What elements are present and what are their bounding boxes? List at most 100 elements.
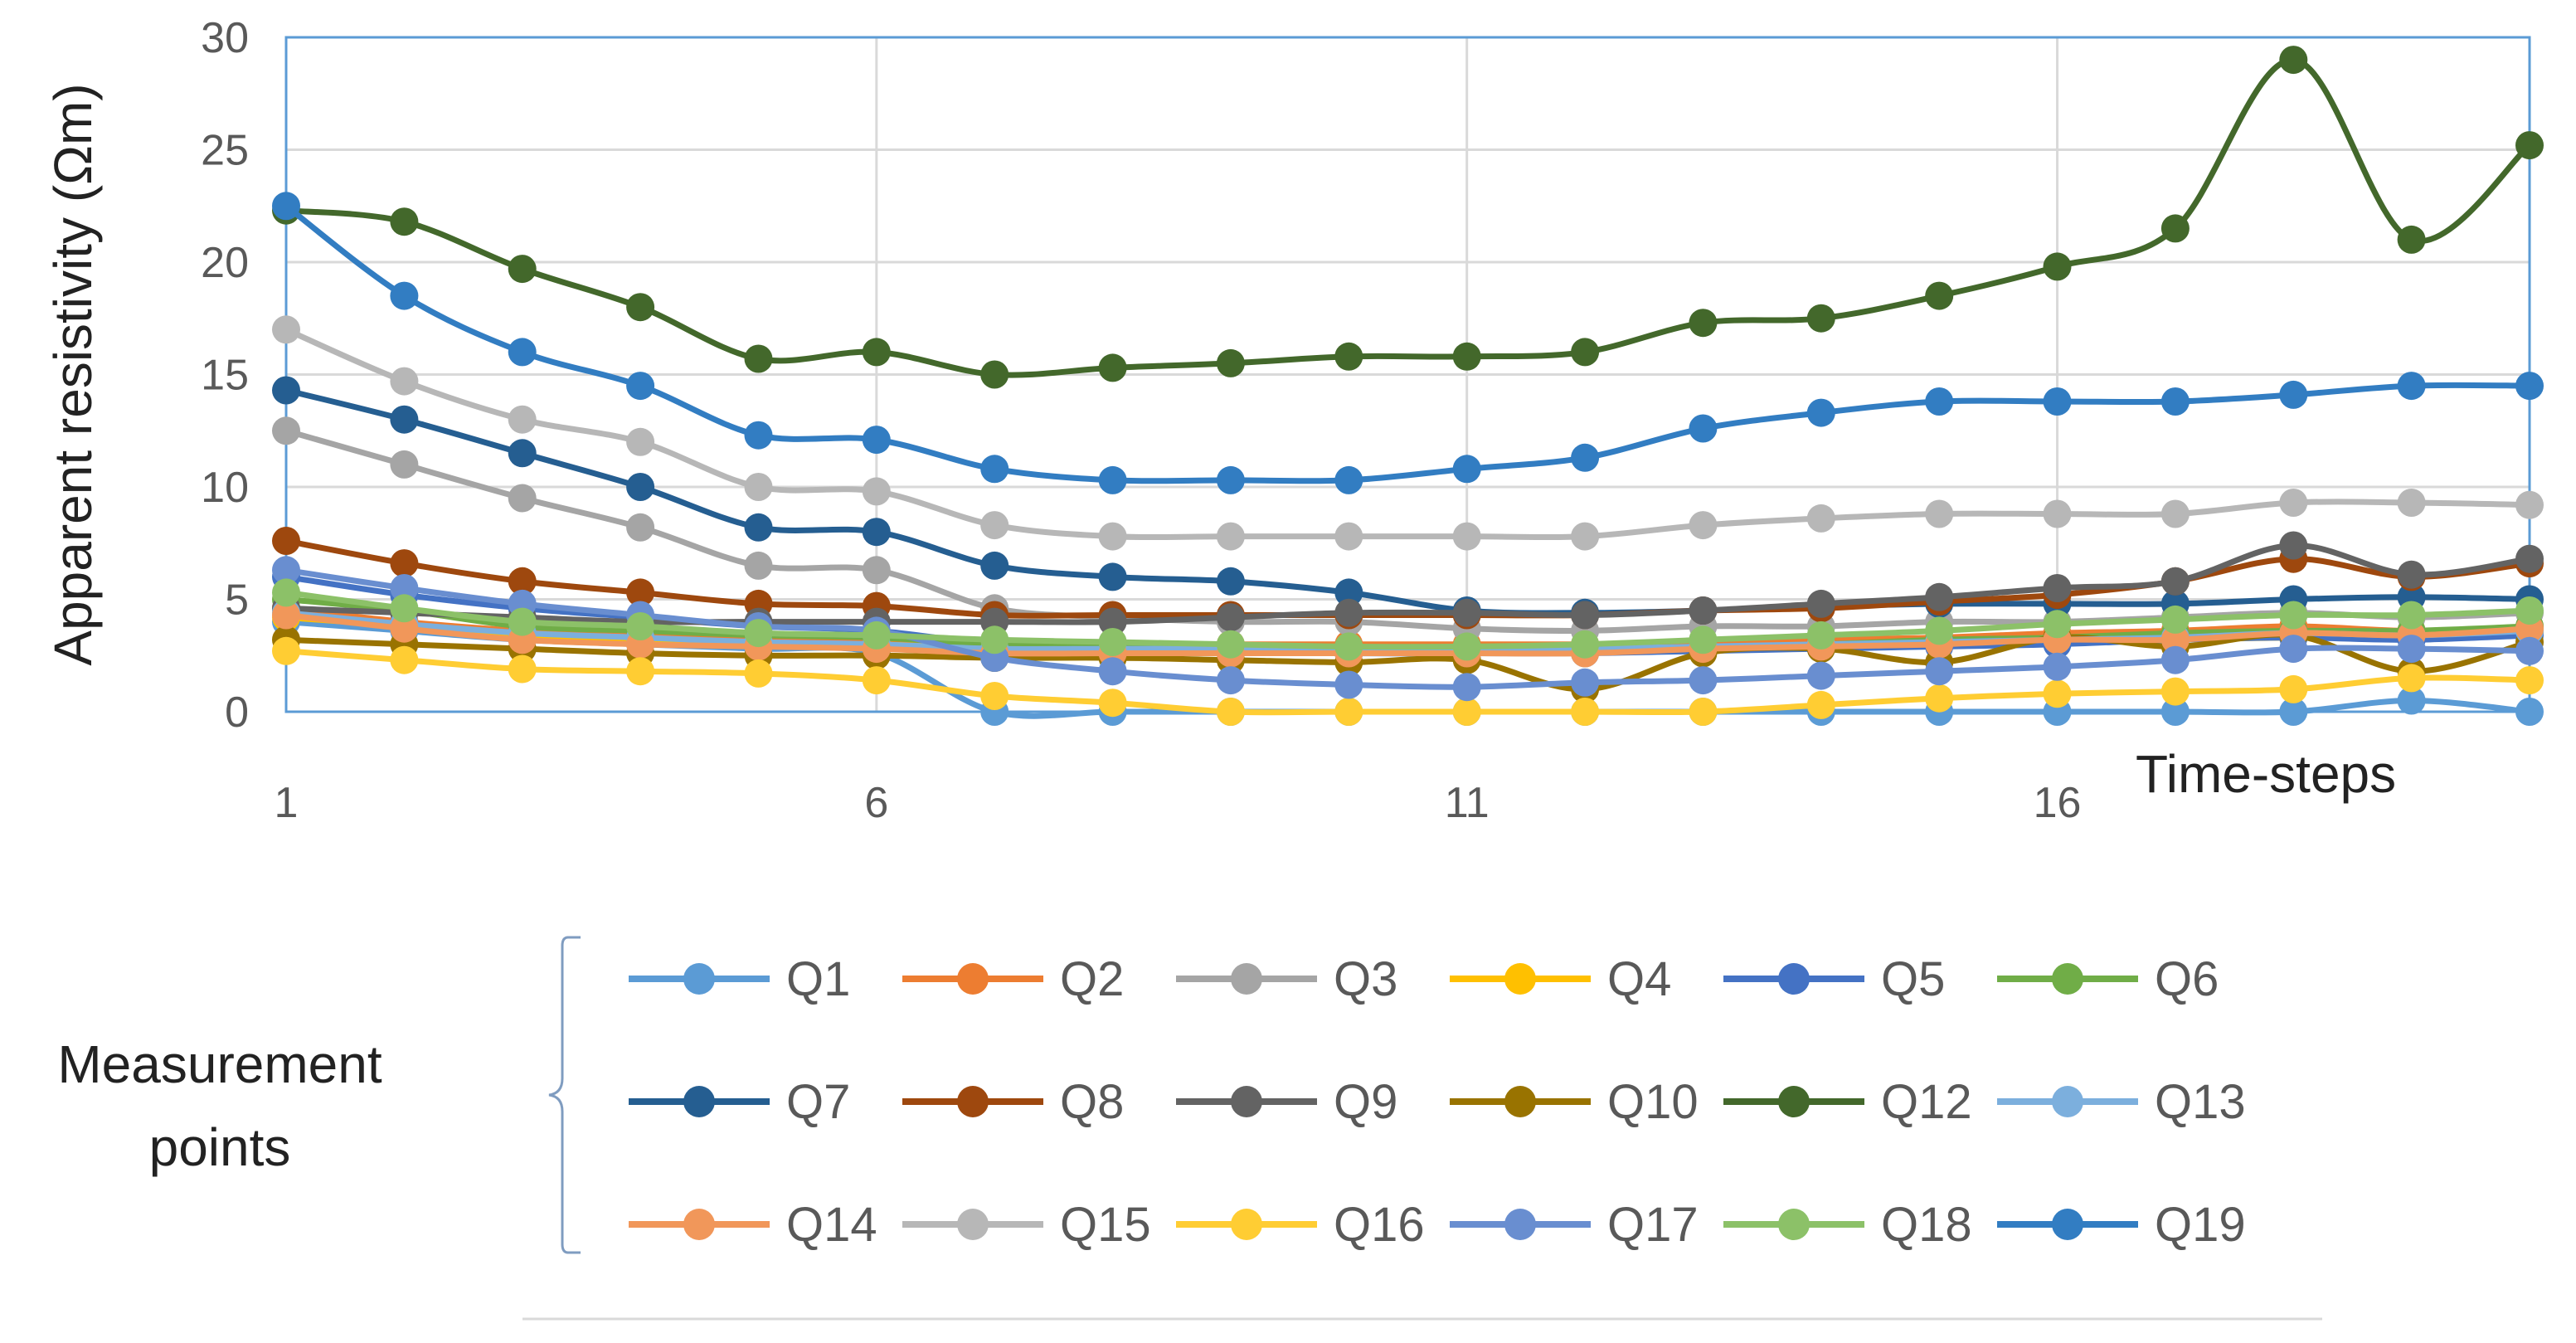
- data-point-q9: [1571, 601, 1600, 630]
- legend-item-q14: Q14: [629, 1198, 877, 1252]
- series-q16: [272, 636, 2544, 726]
- series-q15: [272, 315, 2544, 551]
- y-tick-label: 25: [201, 127, 249, 175]
- legend-label: Q14: [786, 1198, 877, 1252]
- x-axis-tick-labels: 1 6 11 16: [275, 779, 2082, 827]
- legend-swatch-marker: [1231, 1209, 1262, 1240]
- data-point-q17: [1334, 670, 1363, 699]
- legend-label: Q17: [1607, 1198, 1699, 1252]
- data-point-q19: [980, 455, 1009, 484]
- data-point-q16: [508, 654, 537, 684]
- data-point-q16: [1925, 684, 1954, 713]
- data-point-q9: [1334, 598, 1363, 627]
- data-point-q16: [1571, 698, 1600, 726]
- data-point-q7: [1216, 567, 1245, 596]
- legend-label: Q3: [1334, 952, 1397, 1006]
- data-point-q19: [1689, 414, 1718, 443]
- data-point-q19: [1216, 465, 1245, 494]
- legend-swatch-marker: [1778, 1086, 1810, 1117]
- x-tick-label: 11: [1445, 779, 1490, 827]
- data-point-q15: [390, 367, 419, 396]
- legend-item-q3: Q3: [1176, 952, 1397, 1006]
- data-point-q18: [1334, 632, 1363, 661]
- data-point-q16: [2515, 666, 2544, 695]
- data-point-q18: [2515, 596, 2544, 625]
- data-point-q16: [862, 666, 891, 695]
- data-point-q17: [1571, 668, 1600, 697]
- data-point-q1: [2160, 698, 2190, 726]
- data-point-q19: [390, 281, 419, 310]
- data-point-q19: [2397, 372, 2426, 401]
- legend-swatch-marker: [957, 963, 989, 995]
- data-point-q8: [508, 567, 537, 596]
- data-point-q15: [2397, 489, 2426, 517]
- data-point-q18: [1098, 628, 1127, 656]
- data-point-q17: [2279, 635, 2308, 664]
- legend-swatch-marker: [1504, 963, 1536, 995]
- data-point-q9: [1806, 589, 1835, 618]
- data-point-q16: [1098, 689, 1127, 718]
- legend-label: Q12: [1881, 1075, 1972, 1129]
- data-point-q12: [1571, 338, 1600, 367]
- data-point-q7: [1098, 562, 1127, 591]
- data-point-q15: [1216, 522, 1245, 551]
- legend-label: Q16: [1334, 1198, 1425, 1252]
- data-point-q18: [390, 594, 419, 623]
- data-point-q7: [272, 376, 300, 405]
- data-point-q19: [862, 426, 891, 455]
- data-point-q12: [626, 293, 655, 322]
- data-point-q19: [508, 338, 537, 367]
- data-point-q9: [1098, 607, 1127, 636]
- legend-item-q7: Q7: [629, 1075, 850, 1129]
- data-point-q9: [2515, 544, 2544, 573]
- data-point-q17: [2515, 636, 2544, 665]
- legend-item-q16: Q16: [1176, 1198, 1425, 1252]
- data-point-q8: [390, 549, 419, 578]
- data-point-q16: [272, 636, 300, 665]
- data-point-q17: [1452, 673, 1481, 702]
- data-point-q12: [390, 207, 419, 236]
- data-point-q12: [1216, 348, 1245, 377]
- data-point-q12: [2279, 46, 2308, 75]
- legend-swatch-marker: [2052, 1209, 2083, 1240]
- data-point-q8: [626, 578, 655, 607]
- legend-swatch-marker: [957, 1086, 989, 1117]
- data-point-q15: [508, 405, 537, 434]
- legend-swatch-marker: [1231, 1086, 1262, 1117]
- data-point-q12: [2397, 225, 2426, 254]
- legend-swatch-marker: [1504, 1209, 1536, 1240]
- data-point-q18: [272, 578, 300, 607]
- legend-label: Q2: [1060, 952, 1124, 1006]
- data-point-q3: [862, 556, 891, 585]
- legend-swatch-marker: [683, 1209, 715, 1240]
- data-point-q12: [1334, 342, 1363, 371]
- data-point-q7: [390, 405, 419, 434]
- legend-swatch-marker: [957, 1209, 989, 1240]
- legend-swatch-marker: [1504, 1086, 1536, 1117]
- data-point-q15: [744, 473, 773, 501]
- data-point-q12: [2160, 214, 2190, 243]
- x-tick-label: 16: [2034, 779, 2082, 827]
- data-point-q19: [744, 421, 773, 450]
- data-point-q18: [1452, 632, 1481, 661]
- legend-item-q12: Q12: [1723, 1075, 1972, 1129]
- legend-label: Q9: [1334, 1075, 1397, 1129]
- legend-item-q5: Q5: [1723, 952, 1945, 1006]
- data-point-q16: [2160, 677, 2190, 706]
- legend-label: Q15: [1060, 1198, 1151, 1252]
- data-point-q18: [1806, 620, 1835, 650]
- y-tick-label: 10: [201, 464, 249, 512]
- data-point-q17: [2043, 652, 2072, 681]
- data-point-q12: [1452, 342, 1481, 371]
- data-point-q17: [1216, 666, 1245, 695]
- legend-item-q10: Q10: [1450, 1075, 1699, 1129]
- legend-item-q4: Q4: [1450, 952, 1671, 1006]
- data-point-q17: [1098, 657, 1127, 686]
- data-point-q18: [1571, 630, 1600, 659]
- series-q12: [272, 46, 2544, 389]
- data-point-q16: [1452, 698, 1481, 726]
- legend-label: Q1: [786, 952, 850, 1006]
- data-point-q16: [1689, 698, 1718, 726]
- data-point-q18: [2397, 601, 2426, 630]
- data-point-q19: [2515, 372, 2544, 401]
